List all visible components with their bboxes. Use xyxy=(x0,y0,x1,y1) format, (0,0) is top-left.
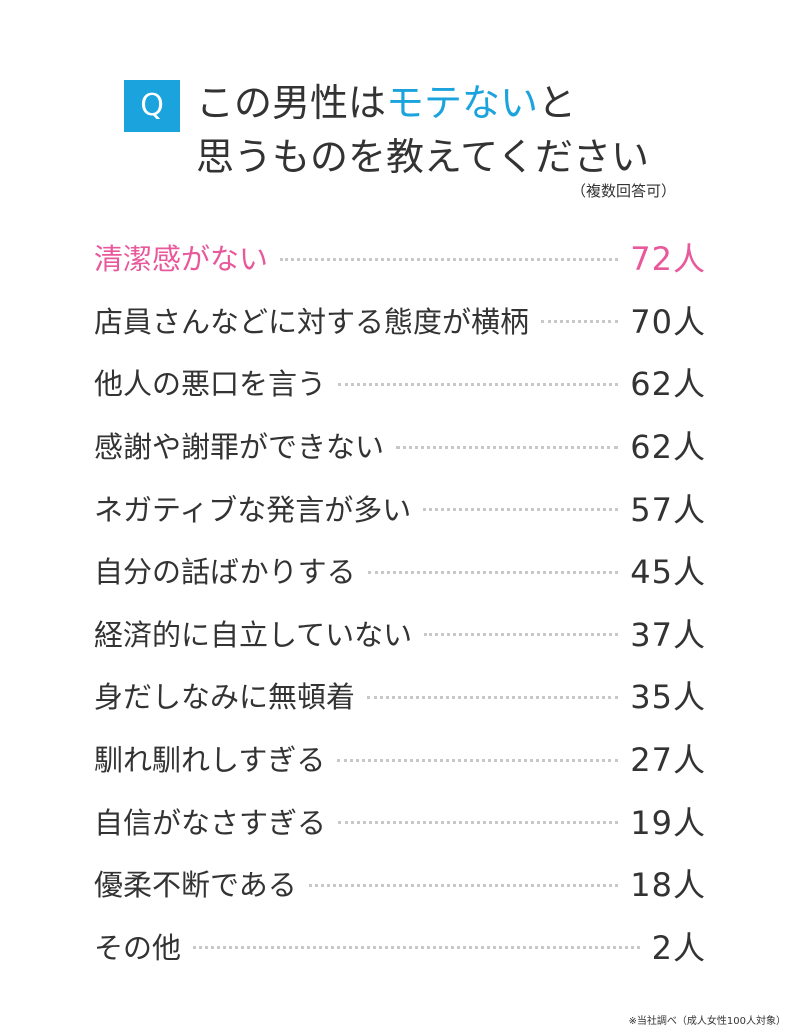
multiple-answer-note: （複数回答可） xyxy=(570,182,676,200)
question-badge: Q xyxy=(124,80,180,132)
row-value: 35人 xyxy=(630,678,706,717)
dotted-leader xyxy=(308,883,619,887)
ranking-row: 馴れ馴れしすぎる 27人 xyxy=(94,727,706,790)
dotted-leader xyxy=(337,758,619,762)
row-label: 優柔不断である xyxy=(94,868,297,903)
dotted-leader xyxy=(396,445,619,449)
row-value: 27人 xyxy=(630,741,706,780)
ranking-row: その他 2人 xyxy=(94,915,706,978)
row-value: 2人 xyxy=(651,928,706,967)
ranking-row: 他人の悪口を言う 62人 xyxy=(94,351,706,414)
dotted-leader xyxy=(193,946,640,950)
row-value: 57人 xyxy=(630,490,706,529)
row-label: 自分の話ばかりする xyxy=(94,555,356,590)
dotted-leader xyxy=(423,508,619,512)
row-label: 店員さんなどに対する態度が横柄 xyxy=(94,304,530,339)
dotted-leader xyxy=(280,257,619,261)
ranking-row: 身だしなみに無頓着 35人 xyxy=(94,664,706,727)
title-line1-pre: この男性は xyxy=(196,81,387,125)
row-label: 経済的に自立していない xyxy=(94,617,413,652)
row-value: 70人 xyxy=(630,302,706,341)
ranking-row: 優柔不断である 18人 xyxy=(94,852,706,915)
ranking-row: 自分の話ばかりする 45人 xyxy=(94,539,706,602)
row-label: 自信がなさすぎる xyxy=(94,805,327,840)
row-label: 馴れ馴れしすぎる xyxy=(94,743,326,778)
ranking-row: 店員さんなどに対する態度が横柄 70人 xyxy=(94,289,706,352)
title-line1-post: と xyxy=(538,81,577,125)
row-value: 37人 xyxy=(630,615,706,654)
dotted-leader xyxy=(367,570,619,574)
row-value: 62人 xyxy=(630,428,706,467)
row-value: 19人 xyxy=(630,803,706,842)
row-value: 45人 xyxy=(630,553,706,592)
row-label: 清潔感がない xyxy=(94,242,269,277)
ranking-row: 自信がなさすぎる 19人 xyxy=(94,789,706,852)
row-value: 62人 xyxy=(630,365,706,404)
row-label: 身だしなみに無頓着 xyxy=(94,680,356,715)
ranking-row: ネガティブな発言が多い 57人 xyxy=(94,476,706,539)
dotted-leader xyxy=(367,695,619,699)
row-label: その他 xyxy=(94,930,182,965)
row-label: 他人の悪口を言う xyxy=(94,367,327,402)
row-label: 感謝や謝罪ができない xyxy=(94,430,385,465)
dotted-leader xyxy=(541,320,619,324)
ranking-row: 経済的に自立していない 37人 xyxy=(94,602,706,665)
ranking-row: 清潔感がない 72人 xyxy=(94,226,706,289)
dotted-leader xyxy=(338,382,619,386)
title-highlight: モテない xyxy=(386,81,539,125)
row-value: 72人 xyxy=(630,240,706,279)
survey-footnote: ※当社調べ（成人女性100人対象） xyxy=(628,1016,786,1027)
dotted-leader xyxy=(338,821,619,825)
ranking-list: 清潔感がない 72人 店員さんなどに対する態度が横柄 70人 他人の悪口を言う 62人 感謝… xyxy=(94,226,706,977)
dotted-leader xyxy=(424,633,619,637)
title-line2: 思うものを教えてください xyxy=(196,135,649,179)
question-title: この男性はモテないと 思うものを教えてください xyxy=(196,76,776,184)
ranking-row: 感謝や謝罪ができない 62人 xyxy=(94,414,706,477)
row-value: 18人 xyxy=(630,866,706,905)
row-label: ネガティブな発言が多い xyxy=(94,492,412,527)
